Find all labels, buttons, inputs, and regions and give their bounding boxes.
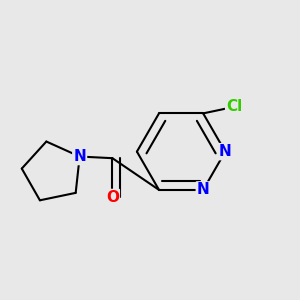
Text: Cl: Cl	[226, 99, 242, 114]
Text: N: N	[197, 182, 209, 197]
Text: N: N	[73, 149, 86, 164]
Text: N: N	[219, 144, 232, 159]
Text: O: O	[106, 190, 119, 205]
